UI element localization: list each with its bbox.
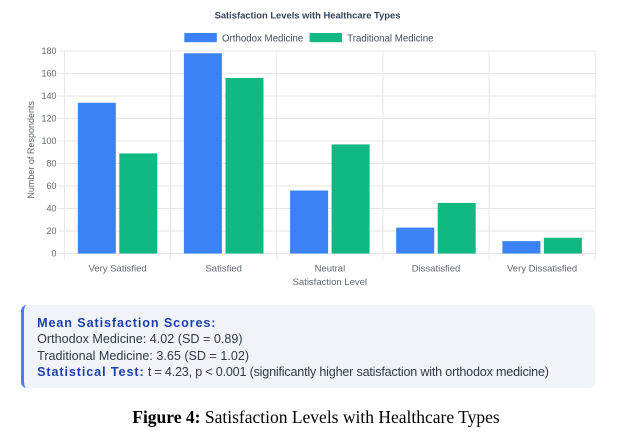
svg-text:Neutral: Neutral	[315, 263, 346, 274]
svg-text:Satisfaction Level: Satisfaction Level	[293, 277, 367, 288]
svg-text:Orthodox Medicine: Orthodox Medicine	[222, 33, 303, 44]
svg-text:80: 80	[46, 159, 56, 169]
svg-text:Very Satisfied: Very Satisfied	[89, 263, 147, 274]
svg-text:120: 120	[41, 114, 56, 124]
svg-text:100: 100	[41, 136, 56, 146]
svg-text:20: 20	[46, 226, 56, 236]
svg-text:Traditional Medicine: Traditional Medicine	[347, 33, 433, 44]
svg-text:180: 180	[41, 46, 56, 56]
svg-text:Number of Respondents: Number of Respondents	[26, 101, 36, 199]
svg-text:Satisfaction Levels with Healt: Satisfaction Levels with Healthcare Type…	[215, 10, 401, 21]
svg-text:Dissatisfied: Dissatisfied	[412, 263, 461, 274]
svg-text:60: 60	[46, 181, 56, 191]
svg-text:160: 160	[41, 69, 56, 79]
svg-text:Satisfied: Satisfied	[205, 263, 241, 274]
svg-text:140: 140	[41, 91, 56, 101]
svg-text:0: 0	[51, 249, 56, 259]
svg-text:40: 40	[46, 204, 56, 214]
svg-text:Very Dissatisfied: Very Dissatisfied	[507, 263, 577, 274]
